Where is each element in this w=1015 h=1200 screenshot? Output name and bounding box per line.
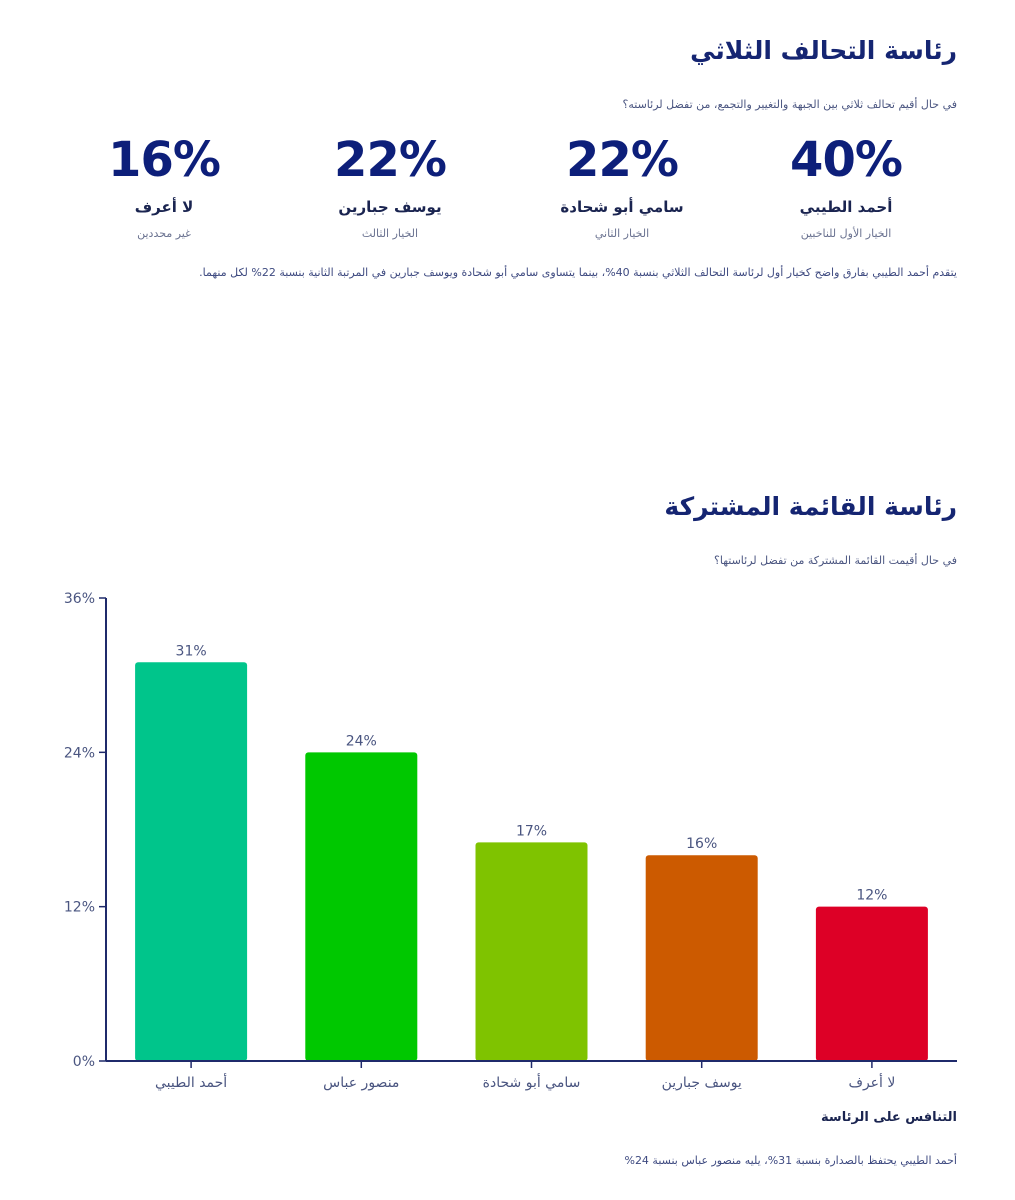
section1-question: في حال أقيم تحالف ثلاثي بين الجبهة والتغ… [622, 98, 957, 111]
stat-name: سامي أبو شحادة [560, 198, 684, 216]
stat-value: 22% [334, 132, 447, 188]
x-tick-label: يوسف جبارين [662, 1075, 742, 1091]
stat-name: لا أعرف [134, 198, 194, 216]
bar [135, 662, 248, 1061]
stat-card-4: 16% لا أعرف غير محددين [52, 130, 276, 240]
x-axis-title: التنافس على الرئاسة [821, 1110, 957, 1125]
bar [815, 906, 928, 1061]
bar-value-label: 17% [516, 823, 547, 839]
x-tick-label: منصور عباس [323, 1075, 399, 1091]
y-tick-label: 12% [64, 900, 95, 916]
bar-chart: 31% أحمد الطيبي 24% منصور عباس 17% سامي أبو ش… [64, 591, 957, 1091]
stat-name: أحمد الطيبي [799, 198, 893, 216]
stat-value: 22% [566, 132, 679, 188]
bar [305, 752, 418, 1061]
stat-card-1: 40% أحمد الطيبي الخيار الأول للناخبين [734, 130, 958, 240]
stat-desc: الخيار الثالث [361, 227, 419, 240]
x-tick-label: لا أعرف [848, 1073, 895, 1091]
bar-value-label: 12% [856, 888, 887, 904]
bar [645, 855, 758, 1061]
y-tick-label: 36% [64, 591, 95, 607]
stats-row: 40% أحمد الطيبي الخيار الأول للناخبين 22… [60, 130, 958, 255]
x-tick-label: سامي أبو شحادة [483, 1073, 581, 1091]
bar [475, 842, 588, 1061]
x-tick-label: أحمد الطيبي [155, 1073, 227, 1091]
stat-desc: غير محددين [137, 227, 191, 240]
bar-value-label: 24% [346, 733, 377, 749]
stat-card-3: 22% يوسف جبارين الخيار الثالث [278, 130, 502, 240]
bar-value-label: 16% [686, 836, 717, 852]
stat-name: يوسف جبارين [338, 198, 442, 216]
stat-desc: الخيار الثاني [594, 227, 650, 240]
stat-value: 40% [790, 132, 903, 188]
section1-summary: يتقدم أحمد الطيبي بفارق واضح كخيار أول ل… [199, 266, 957, 279]
stat-value: 16% [108, 132, 221, 188]
stat-card-2: 22% سامي أبو شحادة الخيار الثاني [510, 130, 734, 240]
section2-summary: أحمد الطيبي يحتفظ بالصدارة بنسبة 31%، يل… [624, 1154, 957, 1167]
section1-title: رئاسة التحالف الثلاثي [690, 36, 957, 65]
bar-value-label: 31% [176, 643, 207, 659]
section2-question: في حال أقيمت القائمة المشتركة من تفضل لر… [714, 554, 957, 567]
y-tick-label: 24% [64, 745, 95, 761]
section2-title: رئاسة القائمة المشتركة [664, 492, 957, 521]
y-tick-label: 0% [73, 1054, 95, 1070]
stat-desc: الخيار الأول للناخبين [800, 227, 892, 240]
